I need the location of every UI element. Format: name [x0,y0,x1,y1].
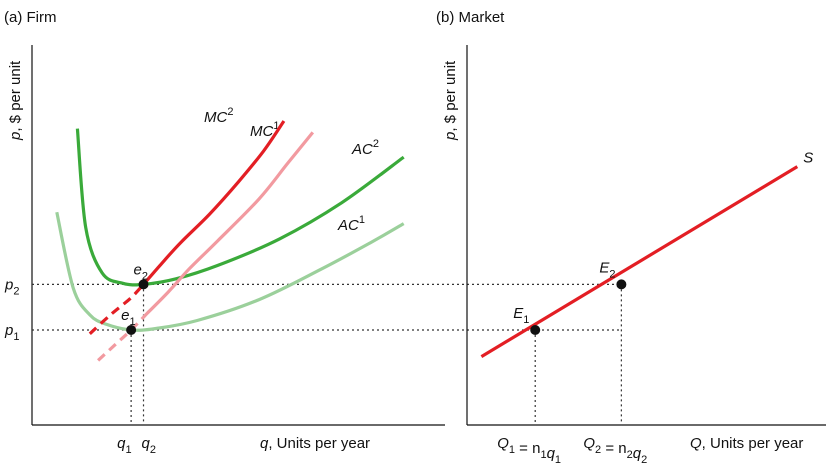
x-tick-label: q2 [142,435,156,456]
y-tick-label: p2 [4,276,19,297]
market-x-axis-var: Q [690,435,702,452]
series-line-ac2 [75,128,405,287]
series-line-mc1-dashed [97,316,145,362]
y-tick-label: p1 [4,322,19,343]
series-label-mc1: MC1 [250,120,279,140]
market-y-axis-label: p, $ per unit [442,60,459,141]
series-label-mc2: MC2 [204,106,233,126]
firm-x-axis-label: q, Units per year [260,435,370,452]
market-panel: (b) Market p, $ per unit Q, Units per ye… [436,9,826,463]
series-label-s: S [803,150,813,167]
market-y-axis-text: , $ per unit [442,60,459,132]
series-line-ac1 [55,211,405,332]
x-tick-label: Q1 = n1q1 [497,435,561,463]
firm-x-axis-var: q [260,435,269,452]
x-tick-label: q1 [117,435,131,456]
market-panel-title: (b) Market [436,9,505,26]
point-E2 [616,279,627,290]
series-line-s [480,165,799,358]
x-tick-label: Q2 = n2q2 [583,435,647,463]
point-label-E2: E2 [599,259,615,280]
firm-x-axis-text: , Units per year [268,435,370,452]
series-label-ac2: AC2 [351,138,379,158]
market-x-axis-label: Q, Units per year [690,435,803,452]
point-label-e1: e1 [121,307,135,328]
point-e1 [126,325,137,335]
series-line-mc1 [142,131,315,319]
firm-y-axis-text: , $ per unit [7,60,24,132]
series-line-mc2-dashed [88,283,145,335]
point-E1 [530,325,541,335]
firm-y-axis-label: p, $ per unit [7,60,24,141]
firm-panel-title: (a) Firm [4,9,57,26]
point-e2 [138,279,149,290]
series-line-mc2 [142,120,286,286]
market-y-axis-var: p [442,132,459,141]
market-x-axis-text: , Units per year [702,435,804,452]
firm-y-axis-var: p [7,132,24,141]
series-label-ac1: AC1 [337,214,365,234]
firm-panel: (a) Firm p, $ per unit q, Units per year… [4,9,620,456]
point-label-E1: E1 [513,305,529,326]
point-label-e2: e2 [134,261,148,282]
